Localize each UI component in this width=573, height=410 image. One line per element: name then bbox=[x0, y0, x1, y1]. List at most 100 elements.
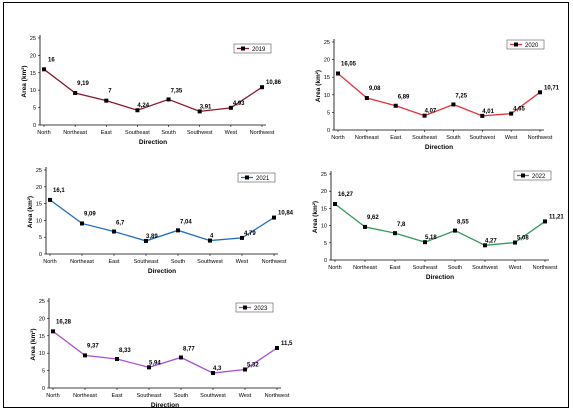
data-label: 4,79 bbox=[244, 231, 256, 237]
y-axis-title: Area (km²) bbox=[27, 196, 34, 228]
y-tick-label: 15 bbox=[30, 71, 36, 77]
x-tick-label: West bbox=[236, 259, 249, 265]
data-point bbox=[480, 113, 485, 118]
y-tick-label: 25 bbox=[36, 168, 42, 174]
y-tick-label: 25 bbox=[321, 172, 327, 178]
data-point bbox=[115, 357, 119, 362]
data-label: 4,24 bbox=[137, 103, 149, 109]
data-point bbox=[453, 228, 457, 233]
x-tick-label: East bbox=[111, 393, 122, 399]
y-axis-title: Area (km²) bbox=[315, 70, 322, 102]
x-tick-label: North bbox=[331, 135, 344, 141]
data-label: 5,32 bbox=[247, 362, 259, 368]
data-label: 5,94 bbox=[149, 360, 161, 366]
y-tick-label: 25 bbox=[30, 36, 36, 42]
y-tick-label: 10 bbox=[321, 224, 327, 230]
x-tick-label: East bbox=[101, 130, 112, 136]
x-tick-label: Northwest bbox=[250, 130, 275, 136]
x-tick-label: Southeast bbox=[137, 393, 162, 399]
data-label: 3,89 bbox=[146, 234, 158, 240]
x-tick-label: South bbox=[171, 259, 185, 265]
x-tick-label: Northeast bbox=[70, 259, 94, 265]
data-label: 5,18 bbox=[425, 235, 437, 241]
data-label: 4 bbox=[210, 234, 214, 240]
x-tick-label: Southwest bbox=[187, 130, 213, 136]
data-label: 4,65 bbox=[513, 107, 525, 113]
chart-2019: 0 5 10 15 20 25 North Northeast East Southeast Sou… bbox=[21, 35, 282, 146]
y-tick-label: 25 bbox=[39, 299, 45, 305]
data-label: 16,1 bbox=[53, 188, 65, 194]
data-label: 16,05 bbox=[341, 62, 357, 68]
chart-2022: 0 5 10 15 20 25 North Northeast East Southeast Sou… bbox=[312, 170, 564, 281]
data-point bbox=[144, 238, 148, 243]
x-tick-label: Northeast bbox=[73, 393, 97, 399]
data-label: 16 bbox=[48, 57, 55, 63]
series-line bbox=[337, 73, 541, 117]
y-axis-title: Area (km²) bbox=[21, 65, 28, 97]
data-point bbox=[73, 91, 78, 96]
data-label: 4,07 bbox=[425, 109, 437, 115]
data-point bbox=[208, 238, 212, 243]
data-label: 8,55 bbox=[457, 220, 469, 226]
x-tick-label: Northeast bbox=[353, 265, 377, 271]
x-tick-label: North bbox=[46, 393, 59, 399]
data-label: 5,08 bbox=[517, 236, 529, 242]
y-tick-label: 5 bbox=[327, 110, 330, 116]
data-point bbox=[135, 108, 140, 113]
data-label: 3,91 bbox=[200, 104, 212, 110]
data-label: 8,33 bbox=[119, 348, 131, 354]
legend-box bbox=[513, 170, 552, 181]
x-axis-title: Direction bbox=[148, 268, 176, 275]
x-tick-label: West bbox=[225, 130, 238, 136]
x-tick-label: Southeast bbox=[413, 265, 438, 271]
data-label: 10,86 bbox=[266, 80, 282, 86]
x-tick-label: West bbox=[509, 265, 522, 271]
data-label: 11,5 bbox=[281, 341, 293, 347]
data-label: 9,08 bbox=[369, 86, 381, 92]
x-tick-label: Northwest bbox=[262, 259, 287, 265]
data-label: 9,09 bbox=[84, 211, 96, 217]
y-tick-label: 5 bbox=[39, 235, 42, 241]
x-tick-label: Southwest bbox=[197, 259, 223, 265]
data-point bbox=[513, 240, 517, 245]
data-point bbox=[275, 345, 279, 350]
data-label: 9,37 bbox=[87, 343, 99, 349]
data-point bbox=[509, 111, 514, 116]
data-point bbox=[422, 113, 427, 118]
y-tick-label: 20 bbox=[39, 316, 45, 322]
y-tick-label: 10 bbox=[39, 351, 45, 357]
data-label: 10,71 bbox=[544, 85, 560, 91]
data-label: 6,7 bbox=[116, 220, 125, 226]
data-label: 7,35 bbox=[171, 88, 183, 94]
y-tick-label: 0 bbox=[324, 258, 327, 264]
legend-label: 2022 bbox=[532, 174, 546, 180]
data-point bbox=[272, 215, 276, 220]
x-tick-label: West bbox=[239, 393, 252, 399]
legend-marker bbox=[241, 46, 245, 51]
data-point bbox=[112, 229, 116, 234]
y-tick-label: 15 bbox=[36, 202, 42, 208]
data-label: 7,04 bbox=[180, 219, 192, 225]
data-point bbox=[104, 98, 109, 103]
x-tick-label: Southwest bbox=[200, 393, 226, 399]
y-tick-label: 0 bbox=[39, 252, 42, 258]
y-axis-title: Area (km²) bbox=[30, 328, 37, 360]
x-tick-label: East bbox=[389, 265, 400, 271]
x-tick-label: Northwest bbox=[528, 135, 553, 141]
data-point bbox=[240, 235, 244, 240]
data-label: 7,8 bbox=[397, 222, 406, 228]
legend-label: 2019 bbox=[252, 47, 266, 53]
data-point bbox=[393, 231, 397, 236]
x-tick-label: South bbox=[446, 135, 460, 141]
x-tick-label: Northeast bbox=[355, 135, 379, 141]
x-tick-label: Southeast bbox=[125, 130, 150, 136]
legend-marker bbox=[243, 305, 247, 310]
chart-2021: 0 5 10 15 20 25 North Northeast East Southeast Sou… bbox=[27, 167, 294, 275]
y-tick-label: 15 bbox=[321, 206, 327, 212]
data-label: 4,27 bbox=[485, 238, 497, 244]
data-point bbox=[538, 90, 542, 95]
y-tick-label: 20 bbox=[324, 58, 330, 64]
x-axis-title: Direction bbox=[151, 402, 179, 409]
y-tick-label: 0 bbox=[327, 128, 330, 134]
data-point bbox=[260, 85, 264, 90]
